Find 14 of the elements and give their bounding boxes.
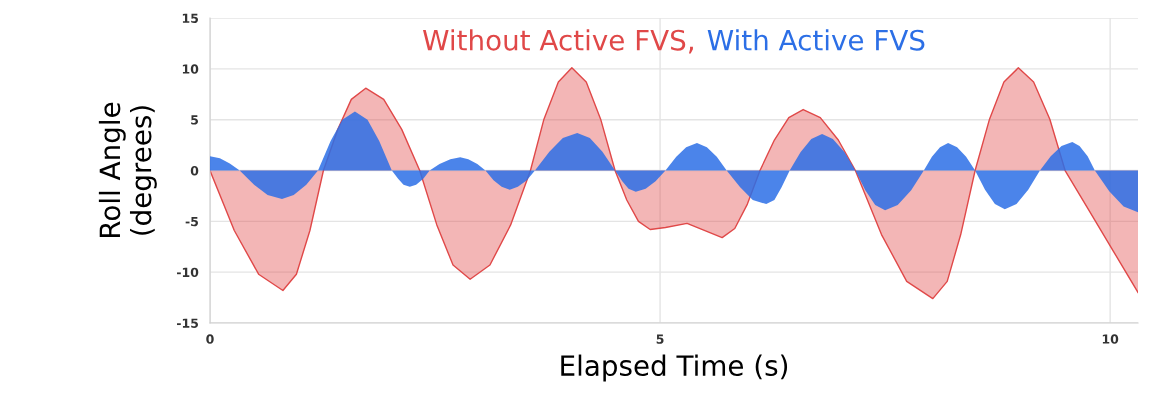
x-tick-label: 5 — [656, 334, 664, 344]
y-tick-label: 0 — [190, 165, 199, 176]
y-axis-title: Roll Angle (degrees) — [98, 102, 157, 237]
y-tick-label: -15 — [176, 318, 199, 328]
y-tick-label: 5 — [191, 115, 199, 125]
x-tick-label: 10 — [1102, 334, 1119, 344]
y-tick-label: -5 — [185, 216, 199, 227]
y-tick-label: 10 — [182, 64, 199, 74]
y-tick-label: -10 — [176, 267, 199, 278]
text: With Active FVS — [707, 29, 925, 51]
series-label: Without Active FVS, — [422, 29, 693, 54]
x-axis-title: Elapsed Time (s) — [561, 354, 788, 382]
y-tick-label: 15 — [182, 13, 199, 23]
x-tick-label: 0 — [206, 334, 214, 344]
